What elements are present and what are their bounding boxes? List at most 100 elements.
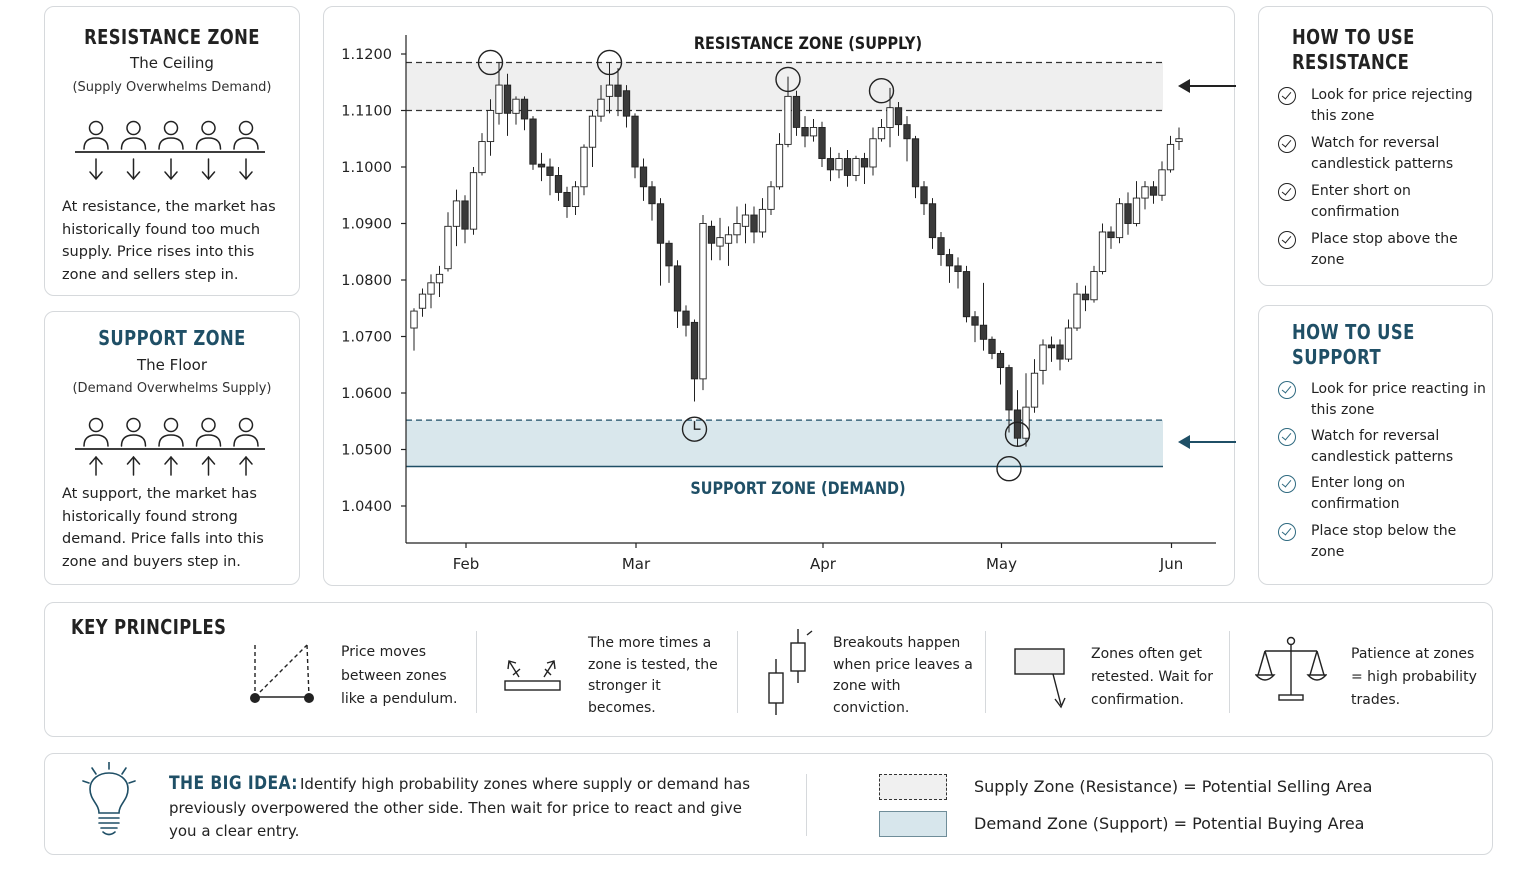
principle-item: Patience at zones = high probability tra… bbox=[1255, 621, 1490, 721]
candle-body bbox=[478, 141, 486, 174]
candle bbox=[894, 102, 903, 136]
x-tick-label: Mar bbox=[622, 555, 651, 573]
candle-body bbox=[928, 203, 937, 239]
candle bbox=[631, 113, 639, 179]
candle-body bbox=[452, 200, 461, 227]
candle-body bbox=[690, 321, 699, 380]
candle bbox=[860, 152, 869, 184]
candle bbox=[537, 152, 546, 182]
candle-body bbox=[537, 163, 546, 168]
candle-body bbox=[503, 84, 512, 114]
touch-clock-marker bbox=[681, 416, 708, 442]
candle-body bbox=[571, 186, 580, 207]
candle bbox=[971, 311, 979, 343]
candle-body bbox=[469, 172, 478, 230]
candle-body bbox=[1047, 344, 1056, 349]
divider bbox=[985, 631, 986, 713]
candle-body bbox=[1090, 271, 1098, 301]
candle-body bbox=[1158, 169, 1166, 196]
candle-body bbox=[937, 237, 945, 256]
candle-body bbox=[1107, 231, 1115, 239]
candle-body bbox=[631, 115, 639, 168]
candle-body bbox=[860, 158, 869, 168]
touch-circle-marker bbox=[996, 456, 1022, 482]
candle bbox=[418, 288, 427, 317]
candle-body bbox=[835, 158, 843, 171]
candle-body bbox=[877, 126, 886, 140]
check-circle-icon bbox=[1278, 135, 1296, 153]
candle bbox=[1107, 226, 1115, 249]
x-tick-label: May bbox=[986, 555, 1017, 573]
candle bbox=[1141, 181, 1149, 210]
candle bbox=[512, 96, 520, 125]
candle bbox=[724, 226, 733, 266]
candle bbox=[614, 68, 622, 117]
how-to-use-support-title: HOW TO USE SUPPORT bbox=[1292, 320, 1415, 370]
big-idea-card: THE BIG IDEA: Identify high probability … bbox=[44, 753, 1493, 855]
candle bbox=[716, 217, 724, 261]
candle-body bbox=[444, 225, 452, 270]
candle bbox=[835, 152, 843, 179]
x-tick-label: Apr bbox=[810, 555, 837, 573]
principle-item: Breakouts happen when price leaves a zon… bbox=[763, 621, 1003, 721]
touch-circle-marker bbox=[596, 49, 623, 76]
candle-body bbox=[1175, 138, 1183, 143]
resistance-zone-card: RESISTANCE ZONE The Ceiling (Supply Over… bbox=[44, 6, 300, 296]
divider bbox=[1229, 631, 1230, 713]
resistance-zone-title: RESISTANCE ZONE bbox=[84, 25, 260, 49]
candle bbox=[741, 203, 750, 244]
candle bbox=[733, 206, 741, 244]
candle bbox=[1090, 265, 1098, 303]
support-zone-note: (Demand Overwhelms Supply) bbox=[72, 381, 272, 396]
candle-body bbox=[809, 126, 818, 137]
support-zone-label: SUPPORT ZONE (DEMAND) bbox=[690, 478, 905, 498]
x-tick-label: Jun bbox=[1159, 555, 1183, 573]
candle-body bbox=[707, 225, 716, 244]
candle-body bbox=[529, 118, 537, 165]
check-circle-icon bbox=[1278, 87, 1296, 105]
candle-body bbox=[588, 115, 597, 148]
candle-body bbox=[1013, 409, 1022, 439]
candle-body bbox=[920, 186, 928, 205]
y-tick-label: 1.0400 bbox=[341, 499, 392, 515]
touch-circle-marker bbox=[868, 78, 895, 104]
check-circle-icon bbox=[1278, 428, 1296, 446]
candle-body bbox=[673, 265, 682, 312]
candle bbox=[503, 73, 512, 136]
candle-body bbox=[699, 223, 707, 380]
how-support-item-text: Enter long on confirmation bbox=[1311, 475, 1406, 512]
check-circle-icon bbox=[1278, 475, 1296, 493]
candle-body bbox=[1098, 231, 1107, 272]
candle-body bbox=[1141, 186, 1149, 199]
tested-zone-arrows-icon bbox=[504, 660, 561, 691]
candle-body bbox=[767, 186, 775, 210]
candle-body bbox=[758, 208, 767, 233]
candle bbox=[996, 350, 1005, 385]
candle-body bbox=[954, 265, 962, 272]
candle-body bbox=[1149, 186, 1158, 196]
candle-body bbox=[1081, 293, 1090, 301]
candle-body bbox=[418, 293, 427, 309]
clock-hands bbox=[693, 421, 701, 430]
candle bbox=[563, 186, 571, 218]
candle bbox=[673, 260, 682, 329]
candle bbox=[1158, 161, 1166, 201]
candle bbox=[682, 305, 690, 337]
candle-body bbox=[614, 84, 622, 97]
candle bbox=[622, 85, 631, 128]
candle bbox=[495, 62, 503, 125]
principle-text: Zones often get retested. Wait for confi… bbox=[1091, 646, 1213, 708]
candle bbox=[750, 206, 758, 244]
candle bbox=[758, 198, 767, 238]
candle-body bbox=[580, 146, 588, 188]
candle-body bbox=[427, 282, 435, 295]
candle bbox=[1047, 336, 1056, 362]
candle-body bbox=[775, 143, 784, 188]
candle bbox=[937, 231, 945, 266]
y-tick-label: 1.0500 bbox=[341, 443, 392, 459]
how-resistance-title-line2: RESISTANCE bbox=[1292, 50, 1410, 74]
candle-body bbox=[818, 126, 826, 159]
chart-panel: RESISTANCE ZONE (SUPPLY) SUPPORT ZONE (D… bbox=[323, 6, 1235, 586]
candle-body bbox=[520, 98, 529, 120]
candle-body bbox=[1064, 327, 1073, 360]
